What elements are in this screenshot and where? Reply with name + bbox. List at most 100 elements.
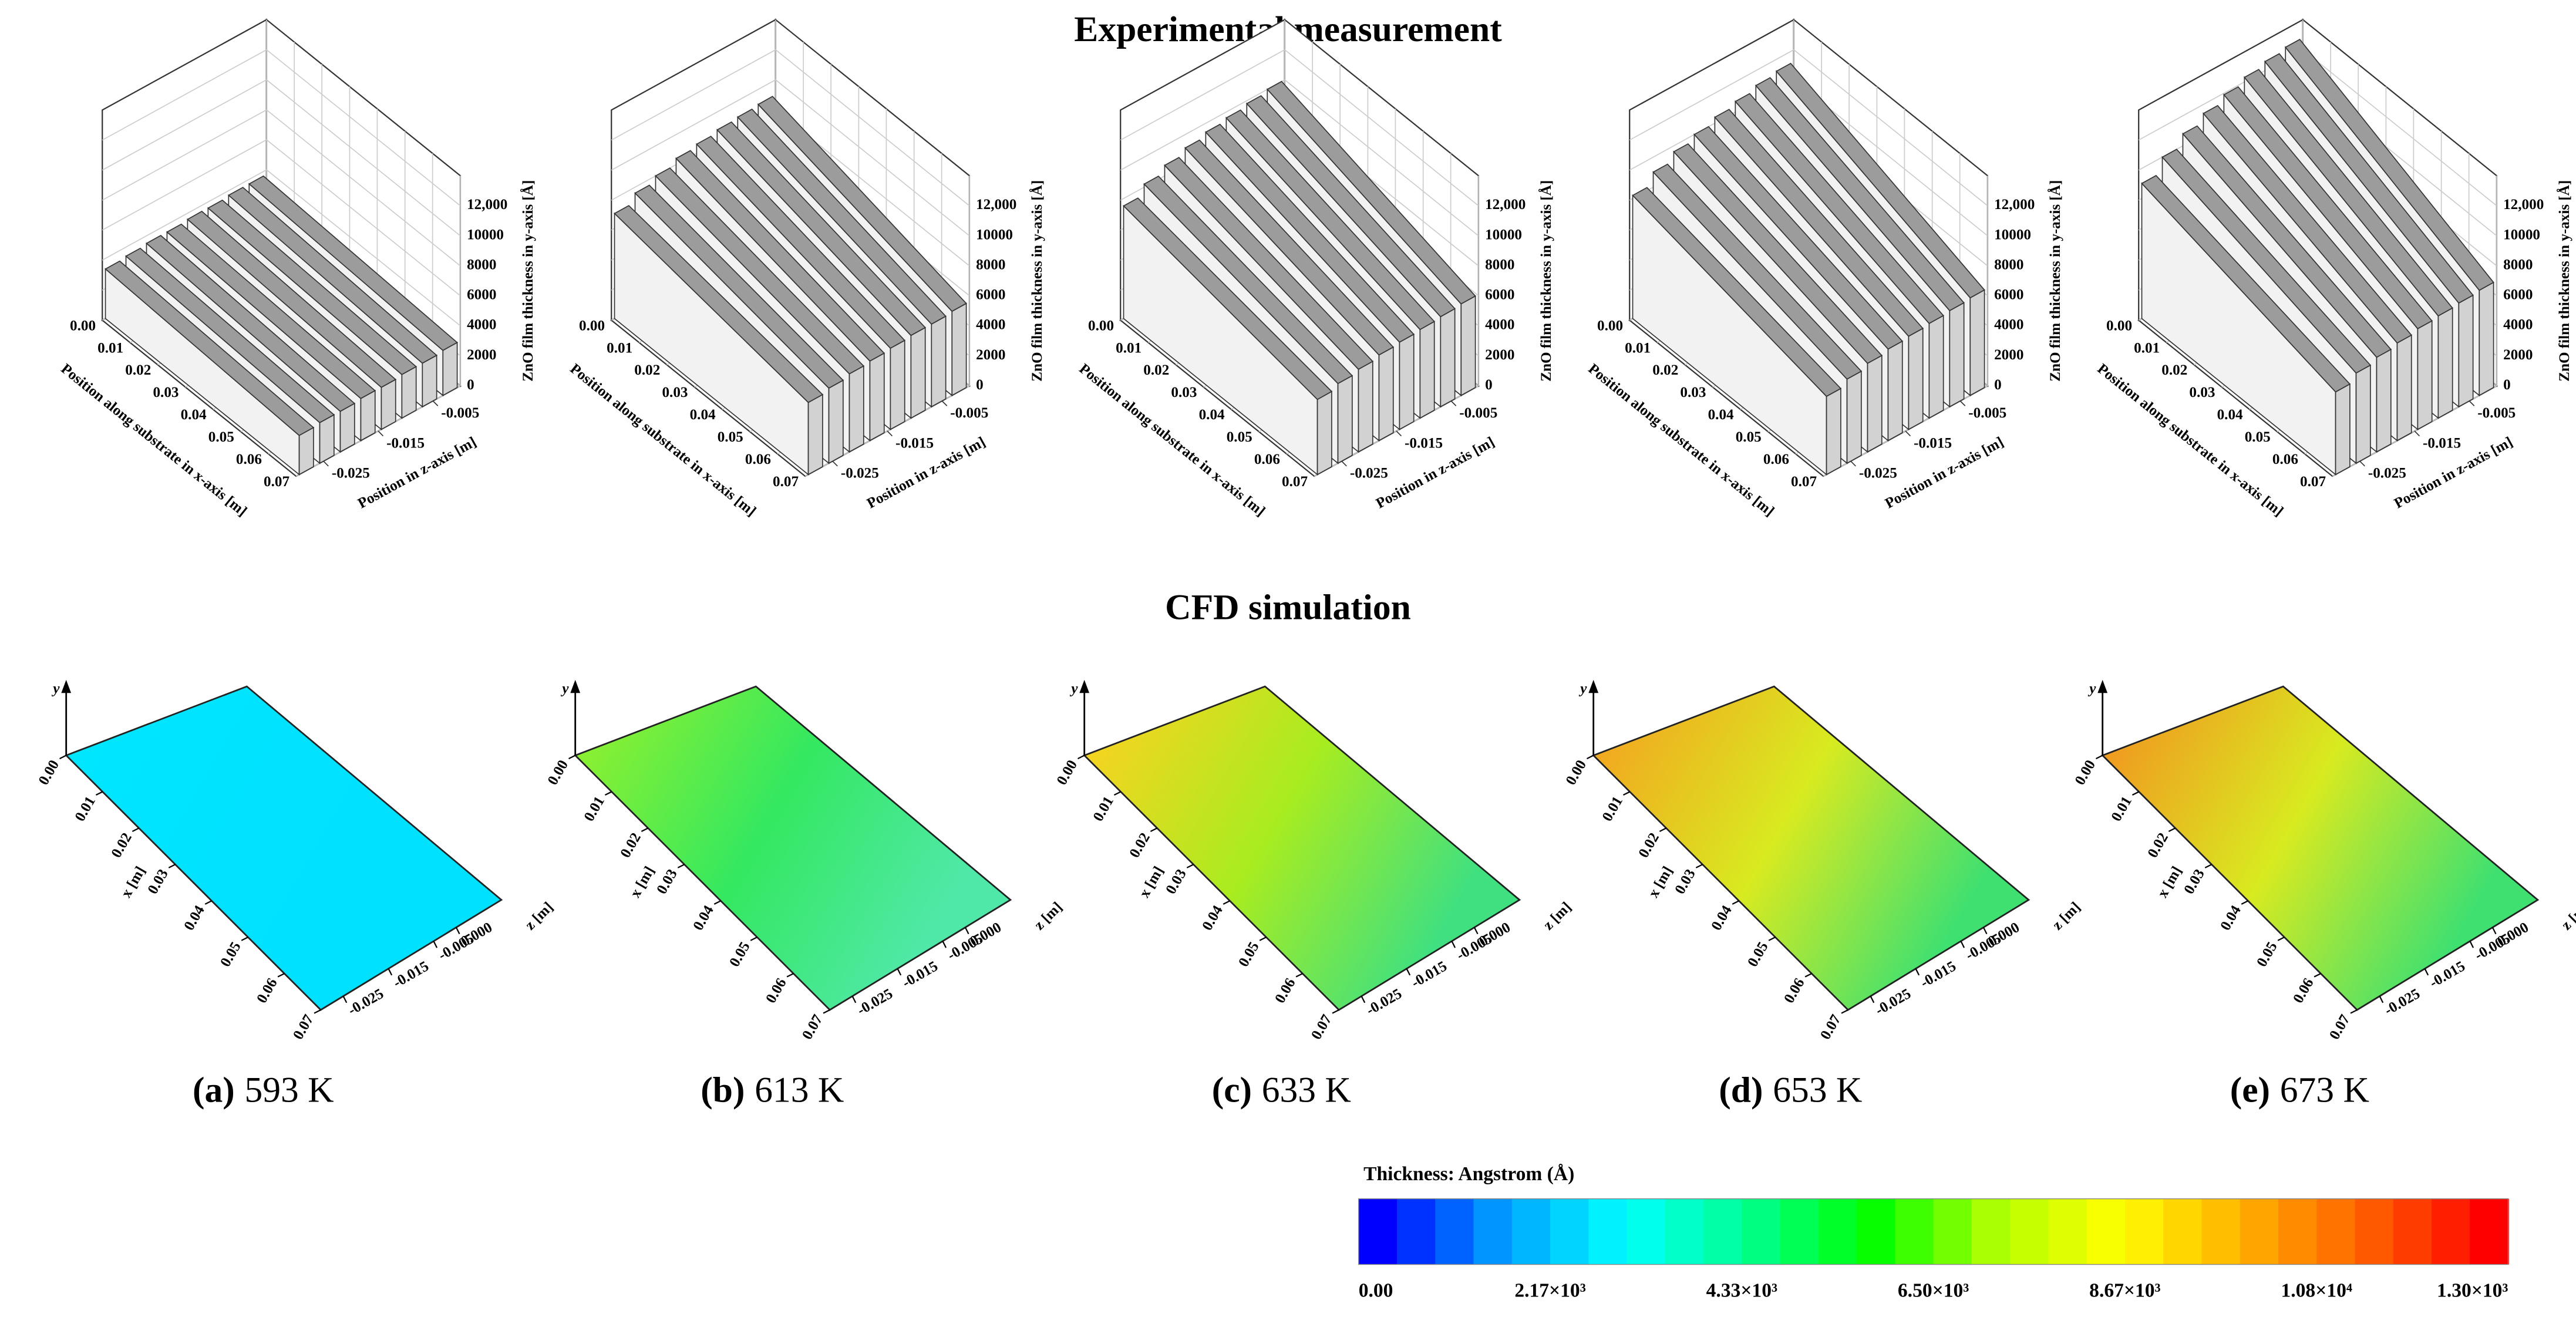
- tick-mark: [1361, 996, 1366, 1003]
- x-tick-label: 0.00: [2106, 318, 2132, 334]
- colorbar-tick-label: 4.33×10³: [1706, 1280, 1777, 1302]
- x-tick-label: 0.01: [97, 340, 123, 356]
- x-axis-title: x [m]: [2154, 864, 2185, 900]
- x-tick-label: 0.01: [2109, 794, 2135, 824]
- tick-mark: [433, 941, 438, 948]
- colorbar-level: [2240, 1198, 2279, 1265]
- colorbar-level: [2355, 1198, 2395, 1265]
- z-tick-label: -0.015: [895, 435, 934, 451]
- slab-end: [1949, 302, 1965, 408]
- y-tick-label: 12,000: [1994, 197, 2035, 213]
- colorbar-level: [1358, 1198, 1398, 1265]
- slab-end: [2376, 348, 2392, 453]
- slab-end: [910, 326, 926, 419]
- colorbar-tick-label: 6.50×10³: [1898, 1280, 1969, 1302]
- slab-end: [380, 378, 396, 430]
- y-tick-label: 6000: [976, 287, 1005, 303]
- slab-end: [1867, 355, 1883, 453]
- x-tick-label: 0.03: [2181, 867, 2208, 897]
- y-tick-label: 0: [976, 377, 984, 393]
- x-tick-label: 0.03: [1163, 867, 1190, 897]
- tick-mark: [2491, 927, 2497, 935]
- slab-end: [1358, 361, 1373, 453]
- tick-mark: [887, 430, 893, 437]
- y-tick-label: 8000: [976, 257, 1005, 272]
- tick-mark: [713, 900, 721, 905]
- x-tick-label: 0.02: [2161, 362, 2187, 378]
- x-tick-label: 0.01: [1600, 794, 1626, 824]
- z-tick-label: -0.005: [2477, 405, 2516, 421]
- z-tick-label: -0.015: [1405, 435, 1443, 451]
- y-tick-label: 12,000: [467, 197, 507, 213]
- tick-mark: [1960, 941, 1965, 948]
- slab-end: [1846, 370, 1862, 464]
- colorbar-level: [1588, 1198, 1628, 1265]
- tick-mark: [568, 755, 576, 760]
- tick-mark: [2424, 968, 2429, 976]
- colorbar-level: [1971, 1198, 2011, 1265]
- panel-letter: (c): [1212, 1070, 1252, 1110]
- tick-mark: [2359, 460, 2365, 467]
- y-tick-label: 8000: [1994, 257, 2023, 272]
- colorbar-level: [1435, 1198, 1474, 1265]
- tick-mark: [1259, 937, 1267, 941]
- x-tick-label: 0.05: [1736, 429, 1762, 445]
- y-tick-label: 4000: [1994, 317, 2023, 333]
- slab-end: [298, 426, 314, 476]
- y-tick-label: 12,000: [2503, 197, 2544, 213]
- tick-mark: [2241, 900, 2248, 905]
- y-tick-label: 2000: [1485, 347, 1514, 363]
- x-tick-label: 0.03: [662, 385, 688, 400]
- x-tick-label: 0.06: [1763, 452, 1789, 467]
- tick-mark: [59, 755, 67, 760]
- z-tick-label: -0.025: [2368, 466, 2406, 481]
- x-tick-label: 0.07: [1282, 474, 1308, 490]
- y-axis-title: ZnO film thickness in y-axis [Å]: [520, 180, 536, 382]
- contour-surface: [65, 685, 503, 1011]
- tick-mark: [1732, 900, 1739, 905]
- slab-end: [319, 414, 335, 464]
- z-tick-label: -0.025: [841, 466, 879, 481]
- colorbar-level: [2010, 1198, 2049, 1265]
- y-tick-label: 0: [2503, 377, 2511, 393]
- z-axis-title: z [m]: [1540, 899, 1574, 933]
- y-tick-label: 6000: [1994, 287, 2023, 303]
- x-tick-label: 0.00: [1088, 318, 1114, 334]
- y-tick-label: 4000: [467, 317, 496, 333]
- x-tick-label: 0.02: [1636, 830, 1662, 861]
- slab-end: [442, 341, 458, 396]
- x-tick-label: 0.01: [1116, 340, 1141, 356]
- y-axis-title: y: [1578, 681, 1587, 696]
- tick-mark: [388, 968, 393, 976]
- tick-mark: [2469, 400, 2475, 406]
- x-tick-label: 0.04: [690, 902, 717, 933]
- colorbar-tick-label: 1.08×10⁴: [2281, 1280, 2352, 1302]
- tick-mark: [432, 400, 439, 406]
- tick-mark: [1150, 827, 1158, 832]
- tick-mark: [832, 460, 838, 467]
- slab-end: [1337, 375, 1353, 464]
- panel-label: (b) 613 K: [701, 1070, 844, 1110]
- z-tick-label: -0.025: [1859, 466, 1897, 481]
- x-tick-label: 0.02: [1127, 830, 1153, 861]
- x-tick-label: 0.04: [690, 407, 716, 423]
- x-tick-label: 0.03: [2189, 385, 2215, 400]
- tick-mark: [897, 968, 902, 976]
- x-tick-label: 0.04: [181, 902, 208, 933]
- tick-mark: [1804, 973, 1812, 978]
- x-tick-label: 0.05: [1745, 939, 1771, 970]
- slab-end: [422, 354, 437, 408]
- tick-mark: [1295, 973, 1303, 978]
- tick-mark: [1473, 927, 1479, 935]
- x-tick-label: 0.05: [208, 429, 234, 445]
- x-tick-label: 0.02: [1143, 362, 1169, 378]
- colorbar-level: [1818, 1198, 1858, 1265]
- y-tick-label: 10000: [2503, 227, 2540, 242]
- colorbar-level: [2201, 1198, 2241, 1265]
- tick-mark: [1451, 941, 1456, 948]
- y-arrow: [1588, 679, 1599, 693]
- simulation-title: CFD simulation: [1165, 588, 1411, 628]
- tick-mark: [323, 460, 329, 467]
- x-tick-label: 0.00: [70, 318, 96, 334]
- x-tick-label: 0.04: [1199, 902, 1226, 933]
